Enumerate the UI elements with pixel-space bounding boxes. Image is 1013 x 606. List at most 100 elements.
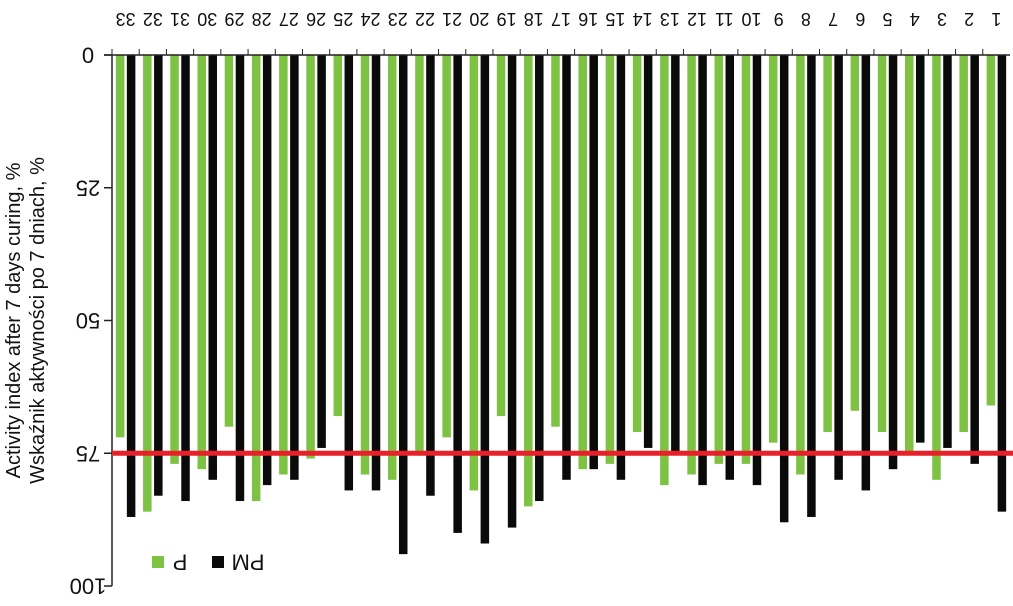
x-tick-label: 17	[551, 9, 571, 29]
x-tick-label: 6	[855, 9, 865, 29]
bar-p-9	[768, 55, 778, 443]
bar-pm-22	[426, 55, 435, 496]
bar-pm-28	[262, 55, 272, 486]
bar-pm-14	[643, 55, 653, 448]
bar-p-22	[415, 55, 424, 454]
legend-label-p: P	[173, 550, 188, 575]
x-tick-label: 11	[715, 9, 734, 29]
x-tick-label: 18	[524, 9, 544, 29]
bar-pm-15	[616, 55, 626, 480]
bar-pm-24	[371, 55, 381, 491]
x-tick-label: 8	[801, 9, 811, 29]
bar-pm-16	[589, 55, 598, 470]
legend-swatch-pm	[212, 556, 224, 568]
x-tick-label: 22	[415, 9, 435, 29]
bar-pm-21	[453, 55, 462, 533]
bar-pm-29	[235, 55, 245, 502]
bar-p-15	[605, 55, 615, 464]
x-tick-label: 25	[333, 9, 353, 29]
y-axis-title-line-pl: Wskaźnik aktywności po 7 dniach, %	[27, 157, 49, 484]
y-axis-ticks: 0 25 50 75 100	[70, 43, 112, 599]
x-tick-label: 10	[741, 9, 761, 29]
x-tick-label: 12	[687, 9, 707, 29]
y-tick-label: 100	[70, 574, 107, 599]
bar-pm-3	[943, 55, 952, 448]
bar-pm-27	[290, 55, 299, 480]
bar-p-25	[333, 55, 343, 417]
bar-p-24	[360, 55, 370, 475]
bar-pm-8	[807, 55, 816, 517]
y-axis-title: Activity index after 7 days curing, % Wsk…	[3, 157, 49, 484]
x-tick-label: 7	[828, 9, 838, 29]
bar-p-3	[932, 55, 941, 480]
y-tick-label: 75	[76, 441, 100, 466]
bar-pm-30	[208, 55, 217, 480]
bar-p-20	[469, 55, 479, 491]
legend-swatch-p	[152, 556, 164, 568]
x-tick-label: 24	[361, 9, 381, 29]
bar-p-30	[197, 55, 206, 470]
x-tick-label: 2	[964, 9, 974, 29]
x-tick-label: 19	[497, 9, 517, 29]
bar-p-18	[524, 55, 533, 507]
y-axis-title-line-en: Activity index after 7 days curing, %	[3, 162, 25, 478]
x-tick-label: 29	[224, 9, 244, 29]
legend: P PM	[152, 550, 265, 575]
x-tick-label: 21	[442, 9, 462, 29]
x-tick-label: 4	[910, 9, 920, 29]
bar-p-16	[578, 55, 587, 470]
y-tick-label: 25	[76, 175, 100, 200]
bar-pm-25	[344, 55, 354, 491]
x-tick-label: 23	[388, 9, 408, 29]
x-tick-label: 5	[883, 9, 893, 29]
x-axis-ticks: 1234567891011121314151617181920212223242…	[111, 9, 1001, 55]
plot-area	[115, 55, 1007, 555]
bar-pm-7	[834, 55, 843, 480]
bar-p-12	[687, 55, 696, 475]
bar-p-5	[877, 55, 887, 433]
bar-pm-18	[535, 55, 544, 502]
x-tick-label: 27	[279, 9, 299, 29]
x-tick-label: 16	[578, 9, 598, 29]
bar-pm-17	[562, 55, 571, 480]
bar-p-28	[251, 55, 261, 502]
bar-pm-20	[480, 55, 490, 544]
x-tick-label: 9	[774, 9, 784, 29]
x-tick-label: 20	[469, 9, 489, 29]
bar-pm-33	[126, 55, 136, 517]
bar-p-33	[115, 55, 125, 438]
bar-p-10	[741, 55, 751, 464]
bar-pm-9	[779, 55, 789, 523]
x-tick-label: 13	[660, 9, 680, 29]
x-tick-label: 30	[197, 9, 217, 29]
bar-pm-10	[752, 55, 762, 486]
y-tick-label: 0	[82, 43, 94, 68]
bar-p-7	[823, 55, 832, 433]
bar-pm-23	[398, 55, 408, 555]
bar-pm-1	[997, 55, 1007, 512]
legend-label-pm: PM	[232, 550, 265, 575]
x-tick-label: 26	[306, 9, 326, 29]
bar-pm-26	[317, 55, 326, 448]
bar-pm-5	[888, 55, 898, 470]
bar-pm-2	[970, 55, 979, 464]
x-tick-label: 3	[937, 9, 947, 29]
x-tick-label: 14	[633, 9, 653, 29]
bar-p-2	[959, 55, 968, 433]
bar-p-21	[442, 55, 451, 438]
y-tick-label: 50	[76, 308, 100, 333]
bar-p-6	[850, 55, 860, 411]
bar-p-19	[496, 55, 506, 417]
x-tick-label: 31	[170, 9, 190, 29]
bar-p-29	[224, 55, 234, 427]
bar-pm-32	[154, 55, 163, 496]
bar-pm-11	[725, 55, 735, 480]
bar-p-27	[279, 55, 288, 475]
bar-p-4	[905, 55, 914, 454]
bar-p-14	[632, 55, 642, 433]
bar-pm-13	[671, 55, 680, 454]
x-tick-label: 28	[252, 9, 272, 29]
x-tick-label: 15	[605, 9, 625, 29]
bar-pm-12	[698, 55, 707, 486]
